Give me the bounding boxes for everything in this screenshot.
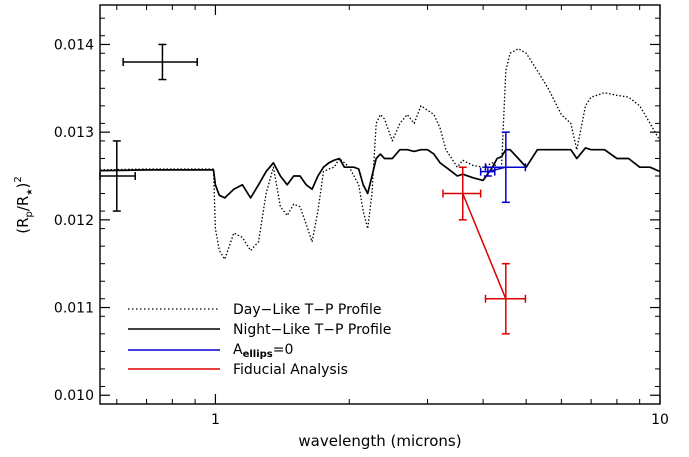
tick-layer: 0.010 0.011 0.012 0.013 0.014 1 10 [54,5,669,428]
series-line-fiducial [462,193,507,300]
errorbar-layer [99,43,527,335]
errorbar-point-a-ellips-1 [484,131,527,204]
errorbar-point-a-ellips-0 [479,166,496,177]
errorbar-point-fiducial-1 [484,262,527,335]
y-axis-label: (Rp/R★)2 [13,176,35,234]
plot-frame [99,4,661,405]
x-tick-label: 1 [211,412,220,428]
legend-label-night-like: Night−Like T−P Profile [233,322,391,338]
x-axis-label: wavelength (microns) [298,432,461,450]
reference-errorbar-0 [122,43,198,81]
legend-label-fiducial: Fiducial Analysis [233,362,348,378]
series-line-day-like [99,48,661,260]
series-line-night-like [99,147,661,199]
y-tick-label: 0.013 [54,125,94,141]
y-tick-label: 0.010 [54,388,94,404]
legend-label-day-like: Day−Like T−P Profile [233,302,381,318]
y-tick-label: 0.011 [54,301,94,317]
errorbar-point-fiducial-0 [442,166,482,221]
x-tick-label: 10 [651,412,669,428]
y-tick-label: 0.014 [54,37,94,53]
legend: Day−Like T−P Profile Night−Like T−P Prof… [128,302,391,378]
series-layer [99,48,661,260]
y-tick-label: 0.012 [54,213,94,229]
legend-label-a-ellips: Aellips=0 [233,342,293,360]
reference-errorbar-1 [99,140,136,212]
